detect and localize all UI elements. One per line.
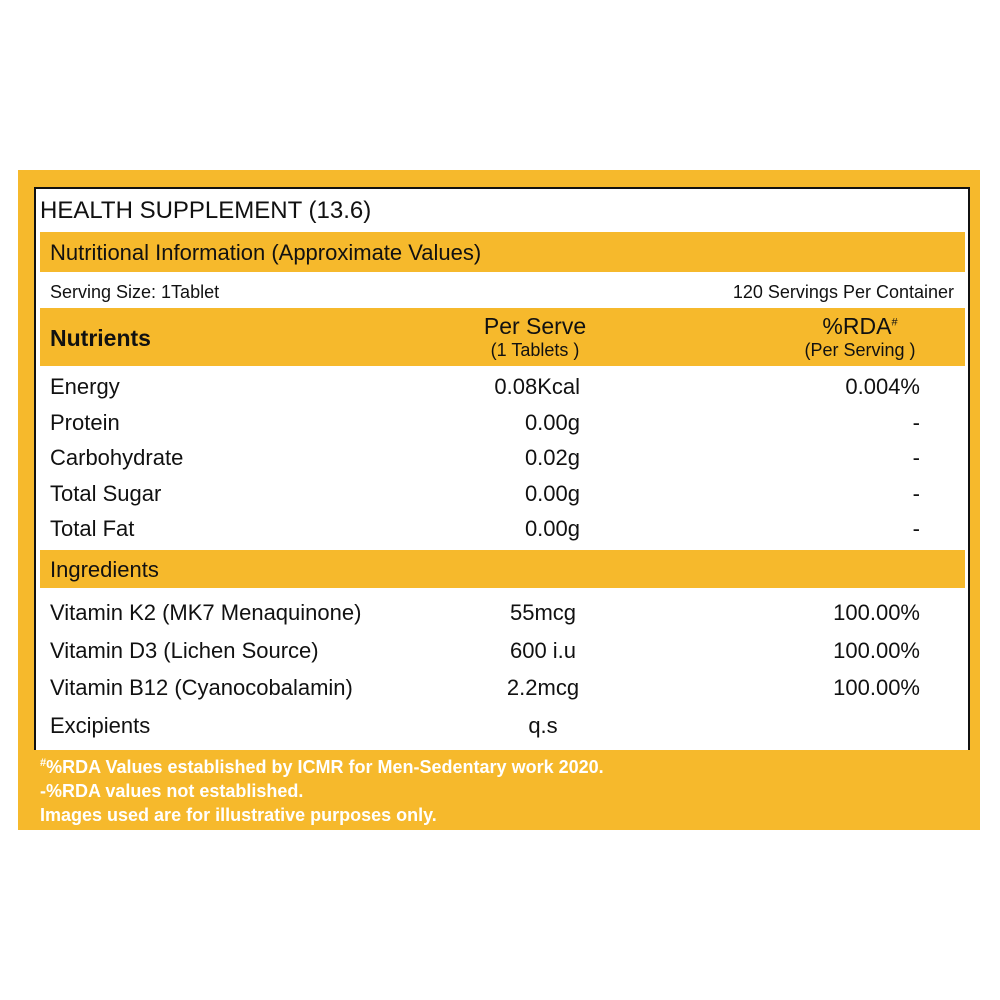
ingredient-name: Vitamin B12 (Cyanocobalamin) [50,675,353,700]
header-bar [40,308,965,366]
header-sub: (1 Tablets ) [490,340,580,360]
per-serve: 0.00g [524,516,580,541]
rda: - [912,480,920,506]
footnote-marker: # [40,757,47,769]
nutrient-name: Energy [50,374,120,399]
ingredient-amount: 55mcg [509,600,577,625]
section-bar [40,232,965,272]
per-serve: 0.02g [524,445,580,470]
rda: - [912,516,920,541]
footnote-text: Images used are for illustrative purpose… [40,805,437,825]
per-serve: 0.00g [524,480,580,506]
nutrient-name: Total Fat [50,516,135,541]
nutrient-name: Carbohydrate [50,445,184,470]
ingredients-title: Ingredients [50,557,159,582]
header: Nutrients [50,325,151,351]
footnote-text: %RDA Values established by ICMR for Men-… [46,757,604,777]
header-text: %RDA [822,313,892,339]
ingredient-amount: 2.2mcg [506,675,580,700]
footnote: Images used are for illustrative purpose… [40,805,437,826]
footnote-text: -%RDA values not established. [40,781,304,801]
ingredient-amount: 600 i.u [509,637,577,663]
ingredient-name: Excipients [50,712,151,738]
per-serve: 0.00g [524,409,580,435]
header: Per Serve [483,313,587,339]
ingredient-rda: 100.00% [833,637,920,663]
header: %RDA# [760,313,960,340]
footnote: #%RDA Values established by ICMR for Men… [40,757,604,778]
ingredient-rda: 100.00% [833,675,920,700]
header-sub: (Per Serving ) [804,340,916,360]
per-serve: 0.08Kcal [494,374,580,399]
footnote: -%RDA values not established. [40,781,303,802]
servings-per-container: 120 Servings Per Container [732,282,954,302]
ingredient-name: Vitamin K2 (MK7 Menaquinone) [50,600,362,625]
ingredient-rda: 100.00% [833,600,920,625]
rda: - [912,409,920,435]
ingredient-name: Vitamin D3 (Lichen Source) [50,637,319,663]
nutrient-name: Total Sugar [50,480,162,506]
ingredient-amount: q.s [528,712,558,738]
nutrient-name: Protein [50,409,120,435]
header-sup: # [891,316,898,329]
title: HEALTH SUPPLEMENT (13.6) [40,197,372,224]
ingredients-bar [40,550,965,588]
serving-size: Serving Size: 1Tablet [50,282,220,302]
label-box [34,187,970,750]
rda: 0.004% [845,374,920,399]
rda: - [912,445,920,470]
section-title: Nutritional Information (Approximate Val… [50,240,482,265]
